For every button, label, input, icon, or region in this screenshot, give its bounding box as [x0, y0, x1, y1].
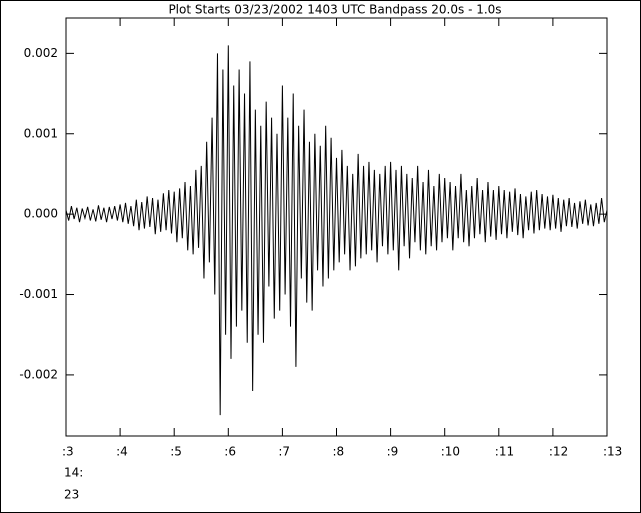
x-tick-label: :13 — [603, 445, 622, 459]
x-sub-label: 23 — [64, 488, 79, 502]
chart-title: Plot Starts 03/23/2002 1403 UTC Bandpass… — [168, 3, 501, 17]
y-tick-label: 0.000 — [24, 207, 58, 221]
x-tick-label: :10 — [441, 445, 460, 459]
x-tick-label: :8 — [333, 445, 345, 459]
x-tick-label: :7 — [278, 445, 290, 459]
x-tick-label: :9 — [387, 445, 399, 459]
x-tick-label: :4 — [116, 445, 128, 459]
x-tick-label: :3 — [62, 445, 74, 459]
waveform — [65, 45, 608, 416]
x-sub-label: 14: — [64, 466, 83, 480]
x-tick-label: :5 — [170, 445, 182, 459]
y-tick-label: -0.002 — [19, 367, 58, 381]
y-tick-label: -0.001 — [19, 287, 58, 301]
x-tick-label: :6 — [224, 445, 236, 459]
y-tick-label: 0.002 — [24, 46, 58, 60]
x-tick-label: :12 — [549, 445, 568, 459]
x-tick-label: :11 — [495, 445, 514, 459]
y-tick-label: 0.001 — [24, 126, 58, 140]
